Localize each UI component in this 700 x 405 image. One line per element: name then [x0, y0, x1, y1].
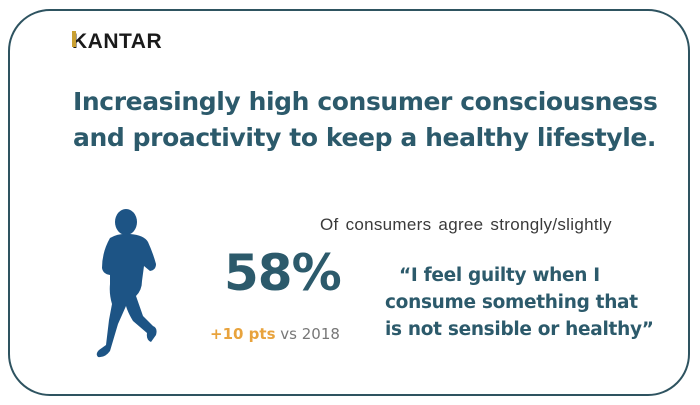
kantar-logo: KANTAR: [72, 31, 162, 52]
stat-caption: Of consumers agree strongly/slightly: [320, 215, 612, 234]
logo-initial: K: [72, 30, 88, 53]
stat-value: 58%: [224, 244, 342, 302]
quote-line-2: consume something that: [385, 292, 638, 313]
logo-text: ANTAR: [87, 30, 163, 53]
runner-icon: [96, 209, 157, 358]
headline: Increasingly high consumer consciousness…: [73, 84, 673, 156]
change-points: +10 pts: [210, 325, 276, 343]
consumer-quote: “I feel guilty when I consume something …: [385, 262, 655, 343]
infographic-card: [8, 9, 690, 396]
quote-line-1: “I feel guilty when I: [399, 265, 600, 286]
stat-change: +10 pts vs 2018: [210, 325, 340, 343]
headline-line-2: and proactivity to keep a healthy lifest…: [73, 123, 657, 152]
headline-line-1: Increasingly high consumer consciousness: [73, 87, 658, 116]
quote-line-3: is not sensible or healthy”: [385, 319, 654, 340]
change-comparison: vs 2018: [280, 325, 340, 343]
